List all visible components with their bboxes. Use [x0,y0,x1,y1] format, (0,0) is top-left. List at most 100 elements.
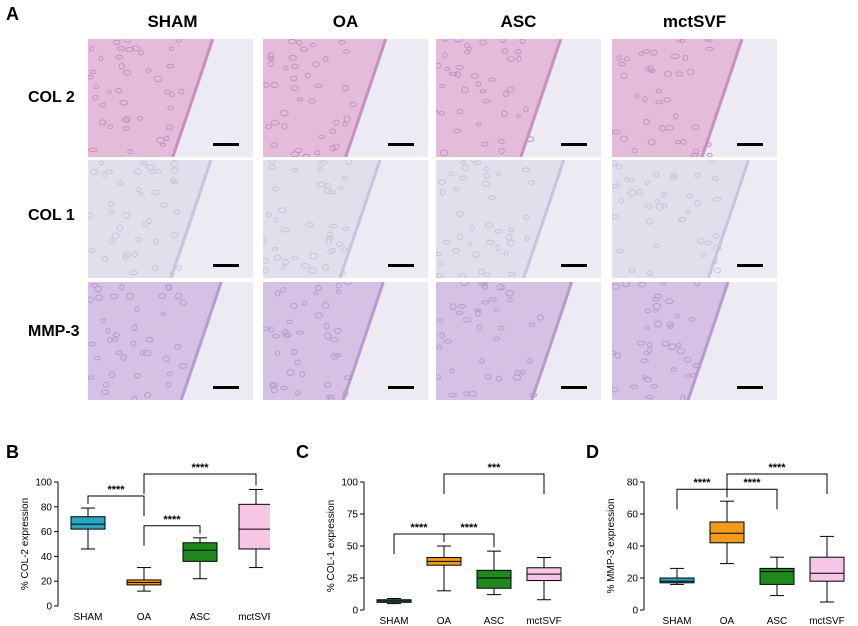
scale-bar [388,386,414,389]
row-header-mmp3: MMP-3 [28,323,80,340]
significance-bracket: **** [143,462,257,494]
row-header-col1: COL 1 [28,207,75,224]
significance-label: **** [163,514,181,526]
tile-col1-mctsvf [612,160,777,278]
y-tick-label: 60 [627,510,639,521]
significance-bracket: **** [143,514,201,546]
chart-d: D 0 20 40 60 80 % MMP-3 expression SHAM OA ASC mct… [586,442,845,626]
y-tick-label: 75 [347,510,359,521]
significance-bracket: **** [393,522,445,554]
panel-letter-a: A [6,4,19,24]
significance-label: *** [488,462,502,474]
bracket-line [143,473,257,494]
x-tick-label: ASC [767,616,788,626]
y-tick-label: 40 [41,552,53,563]
box-body [70,516,106,530]
column-header-mctsvf: mctSVF [662,12,727,31]
y-tick-label: 25 [347,574,359,585]
y-tick-label: 20 [41,577,53,588]
x-tick-label: ASC [484,616,505,626]
panel-letter-d: D [586,442,599,462]
x-tick-label: SHAM [380,616,409,626]
bracket-line [443,473,545,494]
bracket-line [393,533,445,554]
bracket-line [726,488,778,510]
x-tick-label: OA [137,612,152,623]
tile-mmp3-sham [88,282,253,400]
y-axis-label: % COL-2 expression [20,498,31,590]
box-oa [126,567,162,592]
tile-col1-asc [436,160,601,278]
panel-letter-b: B [6,442,19,462]
box-sham [376,597,412,605]
y-tick-label: 100 [341,478,358,489]
scale-bar [737,143,763,146]
significance-label: **** [191,462,209,474]
box-body [238,503,270,550]
tile-col2-oa [263,39,428,157]
box-asc [476,550,512,596]
bracket-line [87,495,145,517]
box-oa [426,545,462,592]
significance-label: **** [460,522,478,534]
scale-bar [213,143,239,146]
x-tick-label: ASC [190,612,211,623]
significance-label: **** [410,522,428,534]
box-asc [182,537,218,580]
column-header-oa: OA [332,12,359,31]
scale-bar [561,386,587,389]
box-sham [659,567,695,585]
bracket-line [676,488,728,510]
x-tick-label: SHAM [663,616,692,626]
tile-mmp3-asc [436,282,601,400]
significance-label: **** [693,477,711,489]
significance-label: **** [743,477,761,489]
y-tick-label: 50 [347,542,359,553]
y-tick-label: 0 [46,602,52,613]
box-body [182,542,218,562]
tile-mmp3-oa [263,282,428,400]
x-tick-label: mctSVF [809,616,845,626]
column-header-sham: SHAM [147,12,198,31]
scale-bar [737,386,763,389]
x-tick-label: mctSVF [238,612,270,623]
y-tick-label: 80 [41,502,53,513]
scale-bar [388,264,414,267]
scale-bar [561,264,587,267]
significance-bracket: **** [87,484,145,517]
tile-col1-oa [263,160,428,278]
box-mctsvf [526,557,562,601]
box-mctsvf [238,488,270,569]
y-tick-label: 80 [627,478,639,489]
y-tick-label: 60 [41,527,53,538]
x-tick-label: OA [720,616,735,626]
box-asc [759,556,795,597]
bracket-line [143,525,201,546]
significance-bracket: *** [443,462,545,494]
y-tick-label: 20 [627,574,639,585]
y-axis-label: % MMP-3 expression [606,498,617,593]
significance-label: **** [768,462,786,474]
box-body [659,577,695,584]
significance-bracket: **** [726,462,828,494]
tile-col2-asc [436,39,601,157]
box-body [709,521,745,544]
y-tick-label: 40 [627,542,639,553]
row-header-col2: COL 2 [28,89,75,106]
bracket-line [443,533,495,548]
y-tick-label: 0 [352,606,358,617]
scale-bar [213,386,239,389]
significance-bracket: **** [676,477,728,510]
y-axis-label: % COL-1 expression [326,500,337,592]
scale-bar [388,143,414,146]
chart-b: B 0 20 40 60 80 100 % COL-2 expression SHAM OA ASC… [6,442,270,623]
significance-bracket: **** [443,522,495,548]
scale-bar [213,264,239,267]
box-body [759,567,795,585]
y-tick-label: 0 [632,606,638,617]
box-body [476,569,512,589]
y-tick-label: 100 [35,478,52,489]
x-tick-label: SHAM [74,612,103,623]
tile-col2-mctsvf [612,39,777,157]
x-tick-label: mctSVF [526,616,562,626]
